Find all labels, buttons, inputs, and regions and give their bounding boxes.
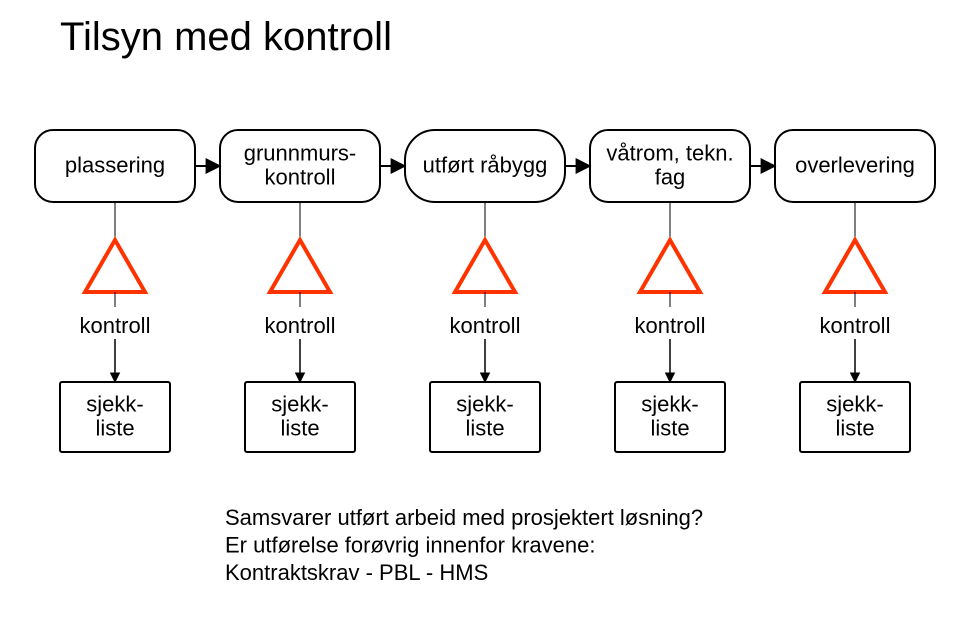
svg-text:kontroll: kontroll bbox=[635, 313, 706, 338]
svg-text:sjekk-: sjekk- bbox=[271, 392, 328, 417]
svg-text:kontroll: kontroll bbox=[820, 313, 891, 338]
svg-text:liste: liste bbox=[95, 416, 134, 441]
triangle-icon bbox=[455, 240, 515, 292]
svg-text:Er utførelse forøvrig innenfor: Er utførelse forøvrig innenfor kravene: bbox=[225, 533, 595, 558]
svg-text:overlevering: overlevering bbox=[795, 153, 915, 178]
svg-text:grunnmurs-: grunnmurs- bbox=[244, 141, 356, 166]
svg-text:sjekk-: sjekk- bbox=[456, 392, 513, 417]
svg-text:Samsvarer utført arbeid med pr: Samsvarer utført arbeid med prosjektert … bbox=[225, 505, 703, 530]
svg-text:sjekk-: sjekk- bbox=[826, 392, 883, 417]
svg-text:kontroll: kontroll bbox=[265, 165, 336, 190]
svg-text:kontroll: kontroll bbox=[450, 313, 521, 338]
svg-text:kontroll: kontroll bbox=[80, 313, 151, 338]
svg-text:utført råbygg: utført råbygg bbox=[423, 153, 548, 178]
svg-text:sjekk-: sjekk- bbox=[641, 392, 698, 417]
svg-text:kontroll: kontroll bbox=[265, 313, 336, 338]
svg-text:våtrom, tekn.: våtrom, tekn. bbox=[606, 141, 733, 166]
triangle-icon bbox=[825, 240, 885, 292]
svg-text:Tilsyn med kontroll: Tilsyn med kontroll bbox=[60, 15, 392, 59]
svg-text:liste: liste bbox=[650, 416, 689, 441]
svg-text:liste: liste bbox=[465, 416, 504, 441]
svg-text:Kontraktskrav - PBL - HMS: Kontraktskrav - PBL - HMS bbox=[225, 560, 488, 585]
triangle-icon bbox=[85, 240, 145, 292]
svg-text:fag: fag bbox=[655, 165, 686, 190]
triangle-icon bbox=[640, 240, 700, 292]
triangle-icon bbox=[270, 240, 330, 292]
svg-text:liste: liste bbox=[280, 416, 319, 441]
flowchart: Tilsyn med kontroll plassering grunnmurs-k… bbox=[0, 0, 960, 627]
svg-text:sjekk-: sjekk- bbox=[86, 392, 143, 417]
svg-text:liste: liste bbox=[835, 416, 874, 441]
svg-text:plassering: plassering bbox=[65, 153, 165, 178]
